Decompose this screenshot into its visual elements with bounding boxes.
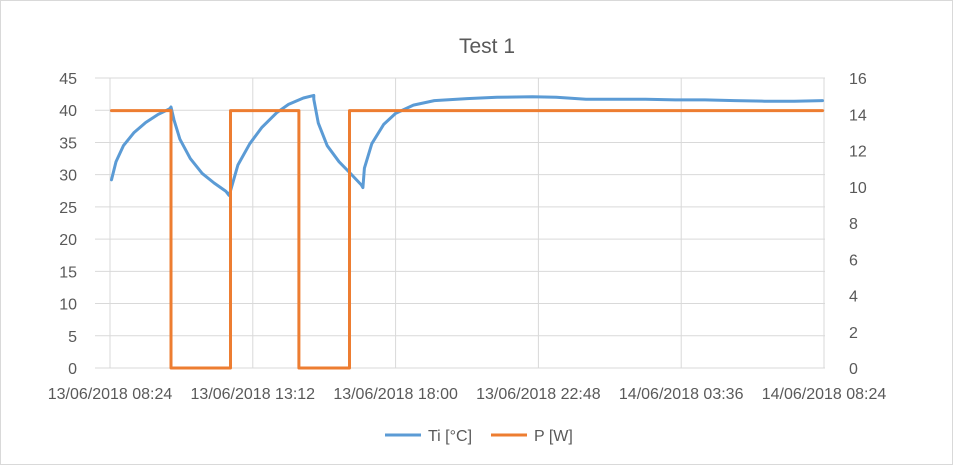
left-axis-tick-label: 40 bbox=[59, 103, 77, 120]
left-axis-tick-label: 5 bbox=[68, 329, 77, 346]
series-line bbox=[110, 109, 824, 370]
x-axis-tick-label: 13/06/2018 18:00 bbox=[333, 386, 458, 403]
x-axis-tick-label: 13/06/2018 22:48 bbox=[476, 386, 601, 403]
right-axis-tick-label: 2 bbox=[849, 325, 858, 342]
gridlines bbox=[95, 77, 825, 369]
legend-label: Ti [°C] bbox=[428, 428, 472, 445]
right-axis-tick-label: 8 bbox=[849, 216, 858, 233]
right-axis-tick-label: 6 bbox=[849, 252, 858, 269]
right-axis-tick-label: 10 bbox=[849, 180, 867, 197]
series-group bbox=[110, 93, 824, 370]
series-line bbox=[110, 93, 824, 197]
left-axis-tick-label: 30 bbox=[59, 168, 77, 185]
left-axis-tick-label: 15 bbox=[59, 264, 77, 281]
x-axis-tick-label: 13/06/2018 13:12 bbox=[191, 386, 316, 403]
right-axis-tick-label: 14 bbox=[849, 107, 867, 124]
right-axis-tick-label: 12 bbox=[849, 144, 867, 161]
left-axis-tick-label: 45 bbox=[59, 71, 77, 88]
left-axis-tick-label: 20 bbox=[59, 232, 77, 249]
x-axis-tick-label: 14/06/2018 03:36 bbox=[619, 386, 744, 403]
right-axis-tick-label: 0 bbox=[849, 361, 858, 378]
right-axis-tick-label: 16 bbox=[849, 71, 867, 88]
x-axis-ticks: 13/06/2018 08:24 13/06/2018 13:12 13/06/20… bbox=[48, 386, 887, 403]
right-axis-ticks: 0 2 4 6 8 10 12 14 16 bbox=[849, 71, 867, 378]
x-axis-tick-label: 13/06/2018 08:24 bbox=[48, 386, 173, 403]
left-axis-tick-label: 25 bbox=[59, 200, 77, 217]
left-axis-ticks: 0 5 10 15 20 25 30 35 40 45 bbox=[59, 71, 77, 378]
left-axis-tick-label: 35 bbox=[59, 135, 77, 152]
legend-label: P [W] bbox=[534, 428, 573, 445]
left-axis-tick-label: 10 bbox=[59, 297, 77, 314]
left-axis-tick-label: 0 bbox=[68, 361, 77, 378]
legend: Ti [°C] P [W] bbox=[385, 428, 573, 445]
x-axis-tick-label: 14/06/2018 08:24 bbox=[762, 386, 887, 403]
right-axis-tick-label: 4 bbox=[849, 289, 858, 306]
chart-title: Test 1 bbox=[459, 35, 515, 58]
